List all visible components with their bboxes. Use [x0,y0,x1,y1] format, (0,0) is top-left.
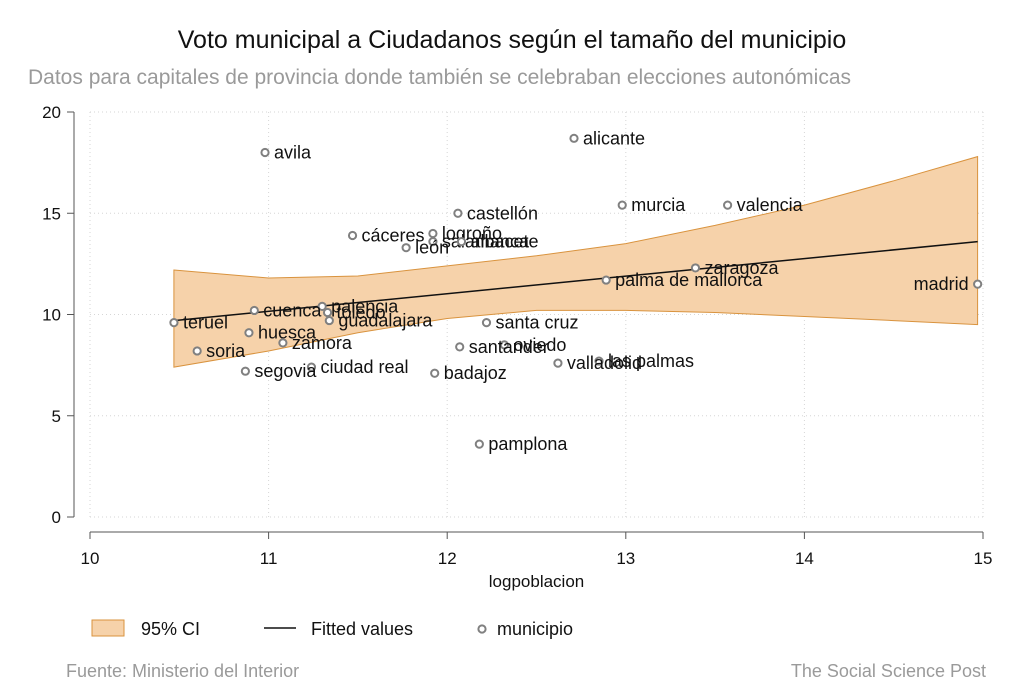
data-point [192,346,202,356]
x-tick-label: 11 [260,549,278,568]
point-label: león [415,238,449,258]
point-label: badajoz [444,363,507,383]
data-point [322,307,333,318]
legend-swatch-ci [91,619,125,637]
data-point [601,275,611,285]
point-label: madrid [914,274,969,294]
data-point [453,208,463,218]
data-point [430,368,440,378]
data-point [723,200,733,210]
data-point [317,301,327,311]
data-point [401,243,411,253]
legend-swatch-points [477,624,487,634]
data-point [481,318,492,328]
point-label: oviedo [513,335,566,355]
legend-label-fit: Fitted values [311,619,413,639]
y-tick-label: 10 [42,306,61,325]
data-point [347,230,358,241]
axes: 0 5 10 15 20 10 11 12 13 14 15 logpoblacion [42,103,992,591]
legend: 95% CI Fitted values municipio [91,619,573,639]
point-label: murcia [631,195,686,215]
data-point [973,279,983,289]
point-label: las palmas [608,351,694,371]
point-label: palencia [331,296,399,316]
point-label: salamanca [442,232,530,252]
point-label: cáceres [362,226,425,246]
point-label: zaragoza [704,258,779,278]
footer-source: Fuente: Ministerio del Interior [66,661,300,681]
point-label: guadalajara [338,311,433,331]
data-point [240,366,250,376]
data-point [690,263,701,273]
ci-band-layer [173,155,979,368]
data-point [456,237,467,247]
point-label: valencia [737,195,804,215]
chart-subtitle: Datos para capitales de provincia donde … [28,66,852,89]
y-tick-label: 15 [42,204,61,223]
data-point [428,228,438,239]
data-point [474,439,484,449]
point-label: alicante [583,128,645,148]
y-tick-label: 20 [42,103,61,122]
point-label: pamplona [488,434,568,454]
x-tick-label: 14 [795,549,814,568]
x-axis-label: logpoblacion [489,572,584,591]
point-label: avila [274,143,312,163]
footer-brand: The Social Science Post [790,661,986,681]
data-point [617,200,627,210]
ci-band [173,155,979,368]
point-label: huesca [258,323,317,343]
point-label: logroño [442,224,502,244]
point-label: valladolid [567,353,642,373]
data-point [594,356,604,366]
data-point [324,315,334,326]
point-label: teruel [183,313,228,333]
point-label: castellón [467,203,538,223]
chart-title: Voto municipal a Ciudadanos según el tam… [177,26,847,54]
data-point [169,318,179,328]
point-label: santander [469,337,549,357]
data-point [569,133,579,143]
legend-label-points: municipio [497,619,573,639]
point-label: albacete [470,232,538,252]
legend-label-ci: 95% CI [141,619,200,639]
data-point [306,362,317,372]
fitted-line [173,240,978,322]
data-point [278,338,288,348]
x-tick-label: 12 [438,549,457,568]
point-label: soria [206,341,246,361]
x-tick-label: 13 [616,549,635,568]
data-point [553,358,563,368]
point-label: ciudad real [320,357,408,377]
data-point [249,305,259,316]
point-label: santa cruz [495,313,578,333]
points-layer: avila alicante castellón murcia valencia cáce… [169,128,983,454]
point-label: palma de mallorca [615,270,763,290]
x-tick-label: 15 [974,549,993,568]
point-label: zamora [292,333,353,353]
point-label: segovia [254,361,317,381]
y-tick-label: 5 [52,407,61,426]
data-point [260,147,270,158]
data-point [455,342,465,352]
data-point [499,340,509,350]
x-tick-label: 10 [81,549,100,568]
y-tick-label: 0 [52,508,61,527]
data-point [244,328,254,338]
point-label: toledo [337,302,386,322]
point-label: cuenca [263,300,322,320]
